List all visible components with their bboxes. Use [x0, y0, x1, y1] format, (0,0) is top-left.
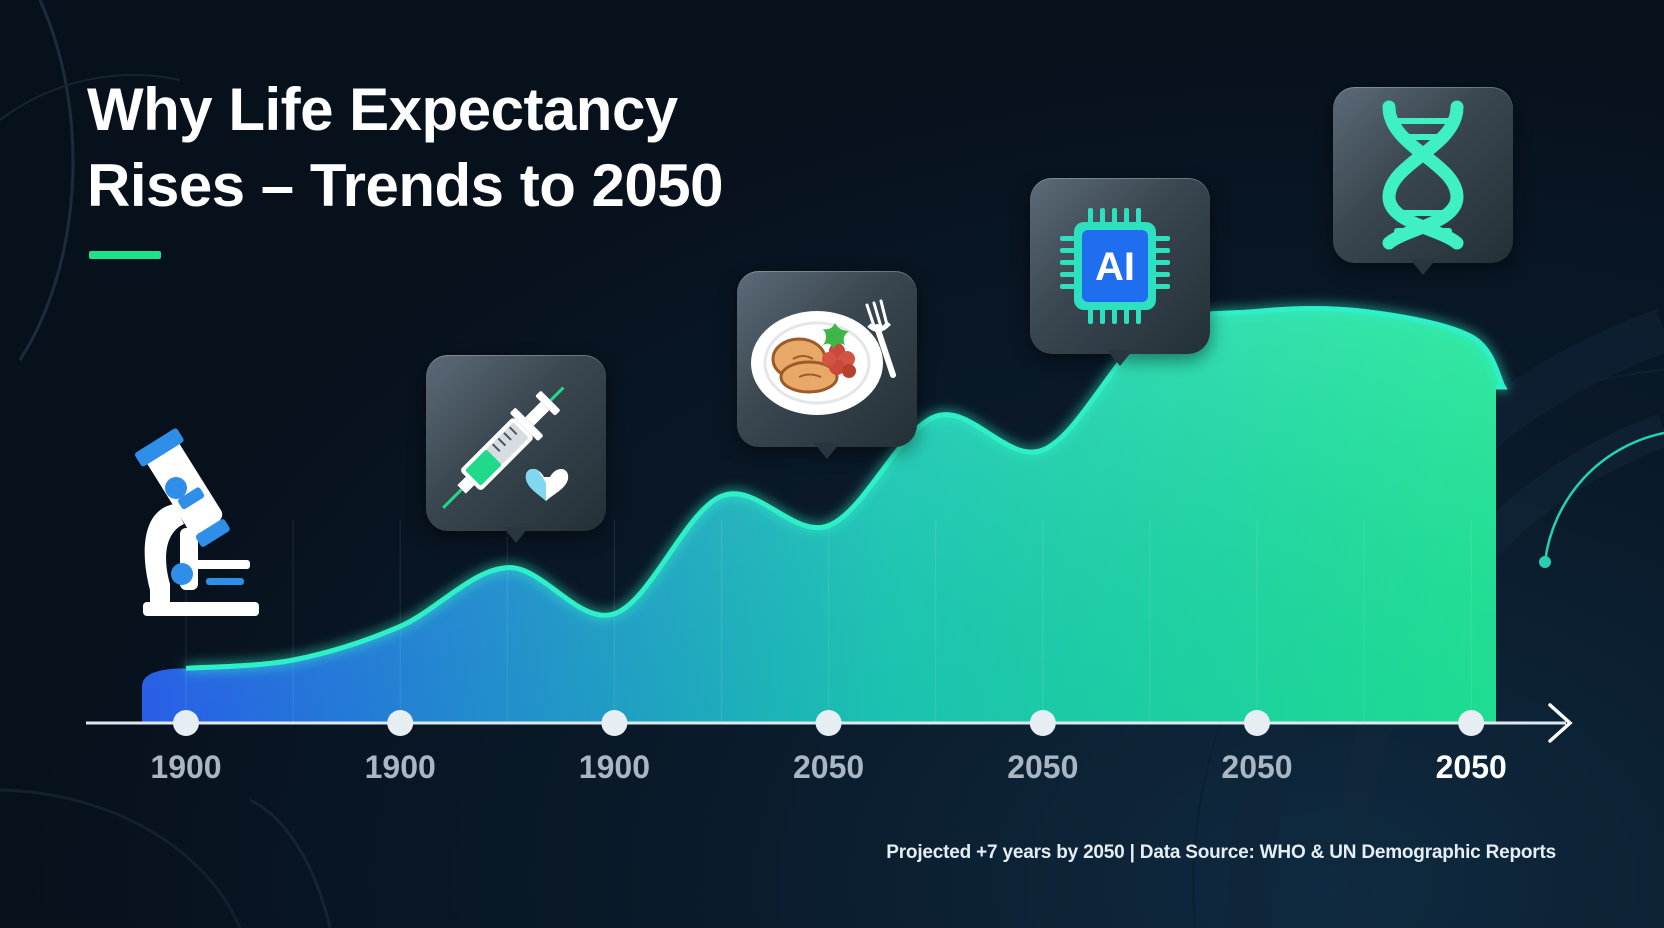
ai-chip-icon: AI — [1060, 208, 1170, 324]
x-tick-label: 1900 — [365, 749, 436, 785]
callout-pointer — [1107, 350, 1133, 366]
x-axis-arrow — [1548, 703, 1573, 743]
callout-box — [426, 355, 606, 531]
x-tick-label: 1900 — [579, 749, 650, 785]
decorative-dot — [1539, 556, 1551, 568]
callout-box — [1333, 87, 1513, 263]
x-tick-label: 1900 — [150, 749, 221, 785]
chart-title-line-2: Rises – Trends to 2050 — [87, 152, 724, 219]
x-tick-label: 2050 — [1436, 749, 1507, 785]
x-tick-label: 2050 — [1221, 749, 1292, 785]
title-accent-bar — [89, 251, 161, 259]
x-tick-marker — [387, 710, 414, 736]
callout-box — [737, 271, 917, 447]
area-sheen — [142, 308, 1504, 723]
x-tick-marker — [1029, 710, 1056, 736]
chart-footer-note: Projected +7 years by 2050 | Data Source… — [886, 842, 1556, 863]
x-tick-marker — [815, 710, 842, 736]
syringe-heart-icon — [442, 386, 569, 509]
series-line — [185, 306, 1508, 671]
x-tick-labels: 1900 1900 1900 2050 2050 2050 2050 — [150, 710, 1507, 785]
callout-pointer — [503, 527, 529, 543]
x-tick-marker — [1458, 710, 1485, 736]
x-tick-label: 2050 — [1007, 749, 1078, 785]
food-plate-icon — [751, 299, 896, 415]
x-tick-marker — [601, 710, 628, 736]
callout-box: AI — [1030, 178, 1210, 354]
x-tick-marker — [1244, 710, 1270, 736]
chart-title: Why Life Expectancy Rises – Trends to 20… — [87, 72, 807, 224]
dna-icon — [1382, 100, 1464, 250]
chart-title-line-1: Why Life Expectancy — [87, 76, 678, 143]
microscope-icon — [134, 428, 259, 616]
callout-pointer — [814, 443, 840, 459]
x-tick-marker — [173, 710, 199, 736]
area-layer — [142, 306, 1508, 723]
callout-pointer — [1410, 259, 1436, 275]
x-tick-label: 2050 — [793, 749, 864, 785]
ai-chip-label: AI — [1095, 245, 1135, 289]
